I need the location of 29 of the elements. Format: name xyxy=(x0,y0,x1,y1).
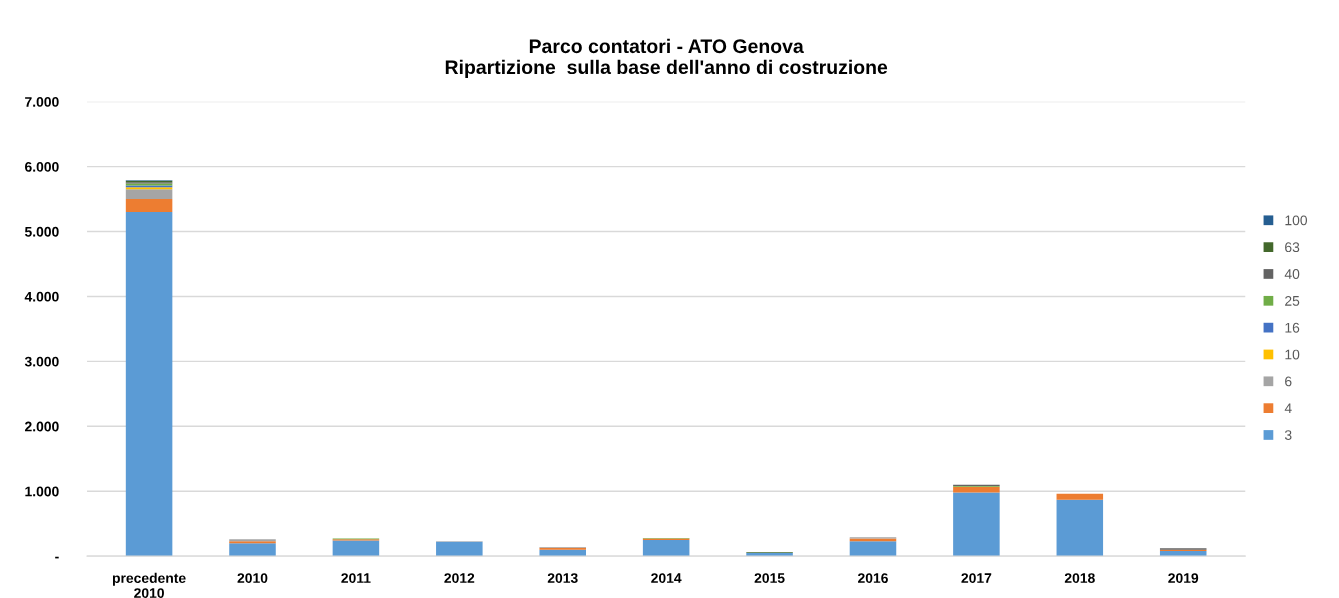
legend-label: 100 xyxy=(1285,215,1308,226)
x-tick-label: 2014 xyxy=(651,573,682,584)
legend-label: 10 xyxy=(1285,349,1300,360)
x-tick-label: 2018 xyxy=(1064,573,1095,584)
legend-label: 4 xyxy=(1284,403,1292,413)
x-tick-label: 2017 xyxy=(961,573,992,584)
y-tick-label: 6.000 xyxy=(25,161,59,172)
legend-label: 16 xyxy=(1285,322,1300,333)
x-tick-label: 2010 xyxy=(237,573,268,584)
x-tick-label: 2011 xyxy=(341,573,371,584)
y-tick-label: 3.000 xyxy=(24,356,59,367)
y-tick-label: 5.000 xyxy=(24,226,59,237)
legend-label: 25 xyxy=(1285,295,1300,306)
x-tick-label: 2015 xyxy=(754,573,785,584)
y-tick-label: 2.000 xyxy=(24,421,59,432)
y-tick-label: - xyxy=(55,556,59,559)
legend-label: 3 xyxy=(1284,430,1292,440)
legend-label: 6 xyxy=(1285,376,1292,387)
x-tick-label: 2019 xyxy=(1168,573,1199,584)
x-tick-label: 2016 xyxy=(858,573,888,584)
y-tick-label: 7.000 xyxy=(25,96,59,107)
y-tick-label: 1.000 xyxy=(25,486,59,497)
x-tick-label: precedente 2010 xyxy=(112,572,186,598)
legend-label: 40 xyxy=(1284,269,1300,279)
x-tick-label: 2013 xyxy=(547,573,578,584)
x-tick-label: 2012 xyxy=(444,573,475,584)
legend-label: 63 xyxy=(1285,242,1300,253)
y-tick-label: 4.000 xyxy=(24,291,59,302)
chart-title: Parco contatori - ATO Genova Ripartizione sulla base dell'anno di costruzione xyxy=(445,38,888,78)
